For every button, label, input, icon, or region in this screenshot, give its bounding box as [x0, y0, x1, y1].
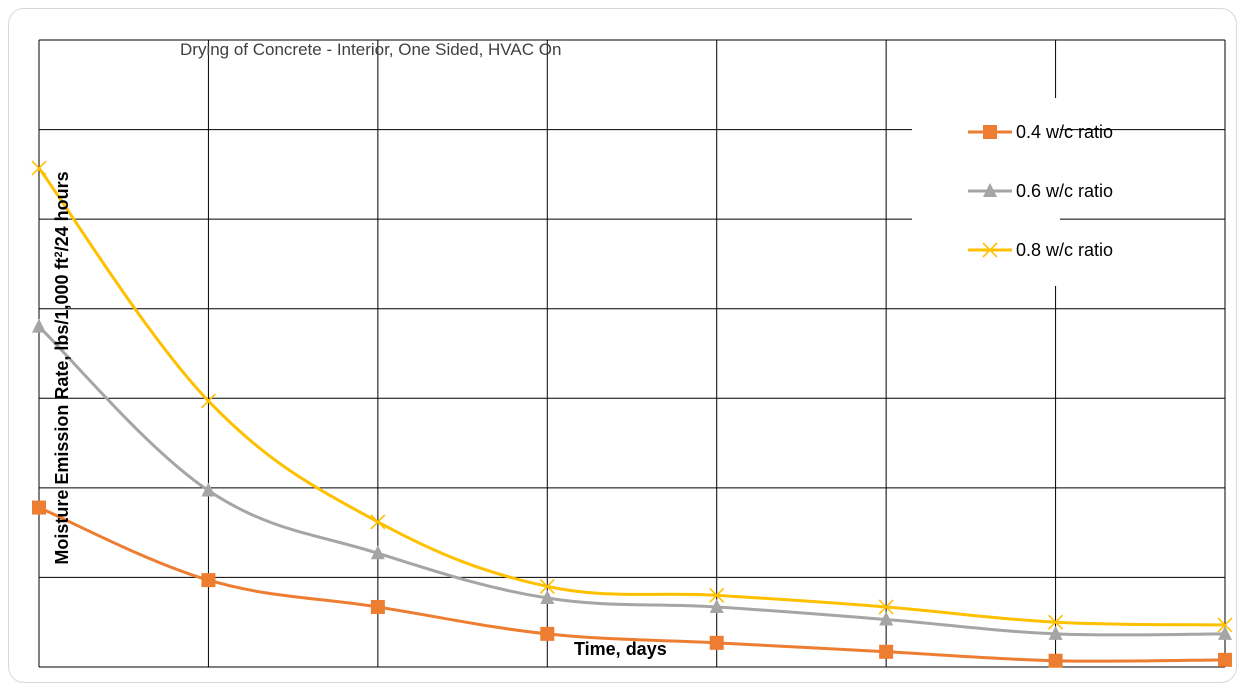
- series-0-6-w-c-ratio: [32, 318, 1232, 640]
- series-line: [38, 506, 1226, 663]
- data-point: [540, 626, 555, 641]
- data-point: [709, 598, 724, 613]
- y-axis-title: Moisture Emission Rate, lbs/1,000 ft2/24…: [52, 171, 72, 564]
- data-point: [709, 635, 724, 650]
- data-point: [201, 573, 216, 588]
- legend-marker: [983, 183, 997, 197]
- legend-marker: [982, 242, 998, 258]
- y-axis-title-superscript: 2: [53, 251, 65, 257]
- grid: [38, 39, 1226, 668]
- data-point: [878, 599, 894, 615]
- legend-item: 0.4 w/c ratio: [968, 122, 1113, 142]
- data-point: [32, 318, 46, 333]
- series-0-4-w-c-ratio: [32, 500, 1232, 668]
- series-layer: [31, 160, 1233, 668]
- legend-label: 0.8 w/c ratio: [1016, 240, 1113, 260]
- y-axis-title-main: Moisture Emission Rate, lbs/1,000 ft: [52, 258, 72, 565]
- data-point: [709, 587, 725, 603]
- data-point: [201, 482, 216, 497]
- data-point: [1218, 652, 1232, 667]
- data-point: [1217, 617, 1233, 633]
- legend: 0.4 w/c ratio 0.6 w/c ratio 0.8 w/c ratio: [912, 98, 1113, 286]
- legend-item: 0.6 w/c ratio: [968, 181, 1113, 201]
- data-point: [370, 545, 385, 560]
- y-axis-title-tail: /24 hours: [52, 171, 72, 251]
- data-point: [879, 644, 894, 659]
- chart-title: Drying of Concrete - Interior, One Sided…: [180, 40, 561, 59]
- data-point: [1048, 653, 1063, 668]
- data-point: [1048, 614, 1064, 630]
- data-point: [539, 578, 555, 594]
- legend-marker: [983, 125, 997, 139]
- legend-label: 0.4 w/c ratio: [1016, 122, 1113, 142]
- series-line: [37, 325, 1226, 637]
- data-point: [1048, 625, 1063, 640]
- data-point: [540, 590, 555, 605]
- legend-item: 0.8 w/c ratio: [968, 240, 1113, 260]
- data-point: [370, 514, 386, 530]
- data-point: [31, 160, 47, 176]
- legend-label: 0.6 w/c ratio: [1016, 181, 1113, 201]
- data-point: [200, 393, 216, 409]
- data-point: [32, 500, 46, 515]
- data-point: [370, 599, 385, 614]
- data-point: [1218, 625, 1232, 640]
- x-axis-title: Time, days: [574, 639, 667, 659]
- series-0-8-w-c-ratio: [31, 160, 1233, 633]
- data-point: [879, 611, 894, 626]
